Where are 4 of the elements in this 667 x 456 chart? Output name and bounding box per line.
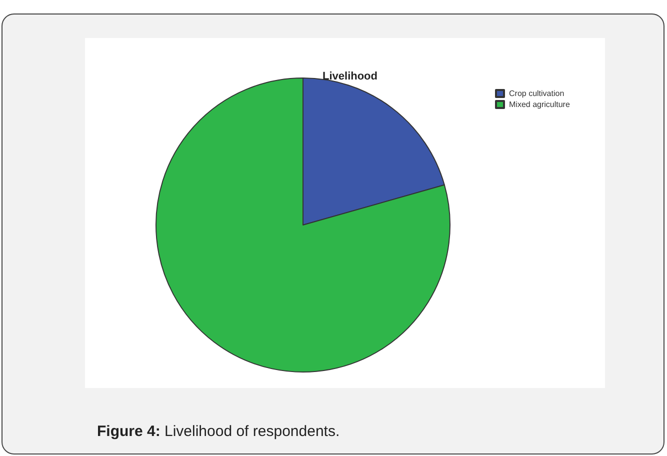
caption: Figure 4: Livelihood of respondents. [97, 423, 340, 440]
chart-title: Livelihood [322, 70, 378, 82]
legend-label: Crop cultivation [509, 89, 564, 98]
legend-label: Mixed agriculture [509, 100, 570, 109]
